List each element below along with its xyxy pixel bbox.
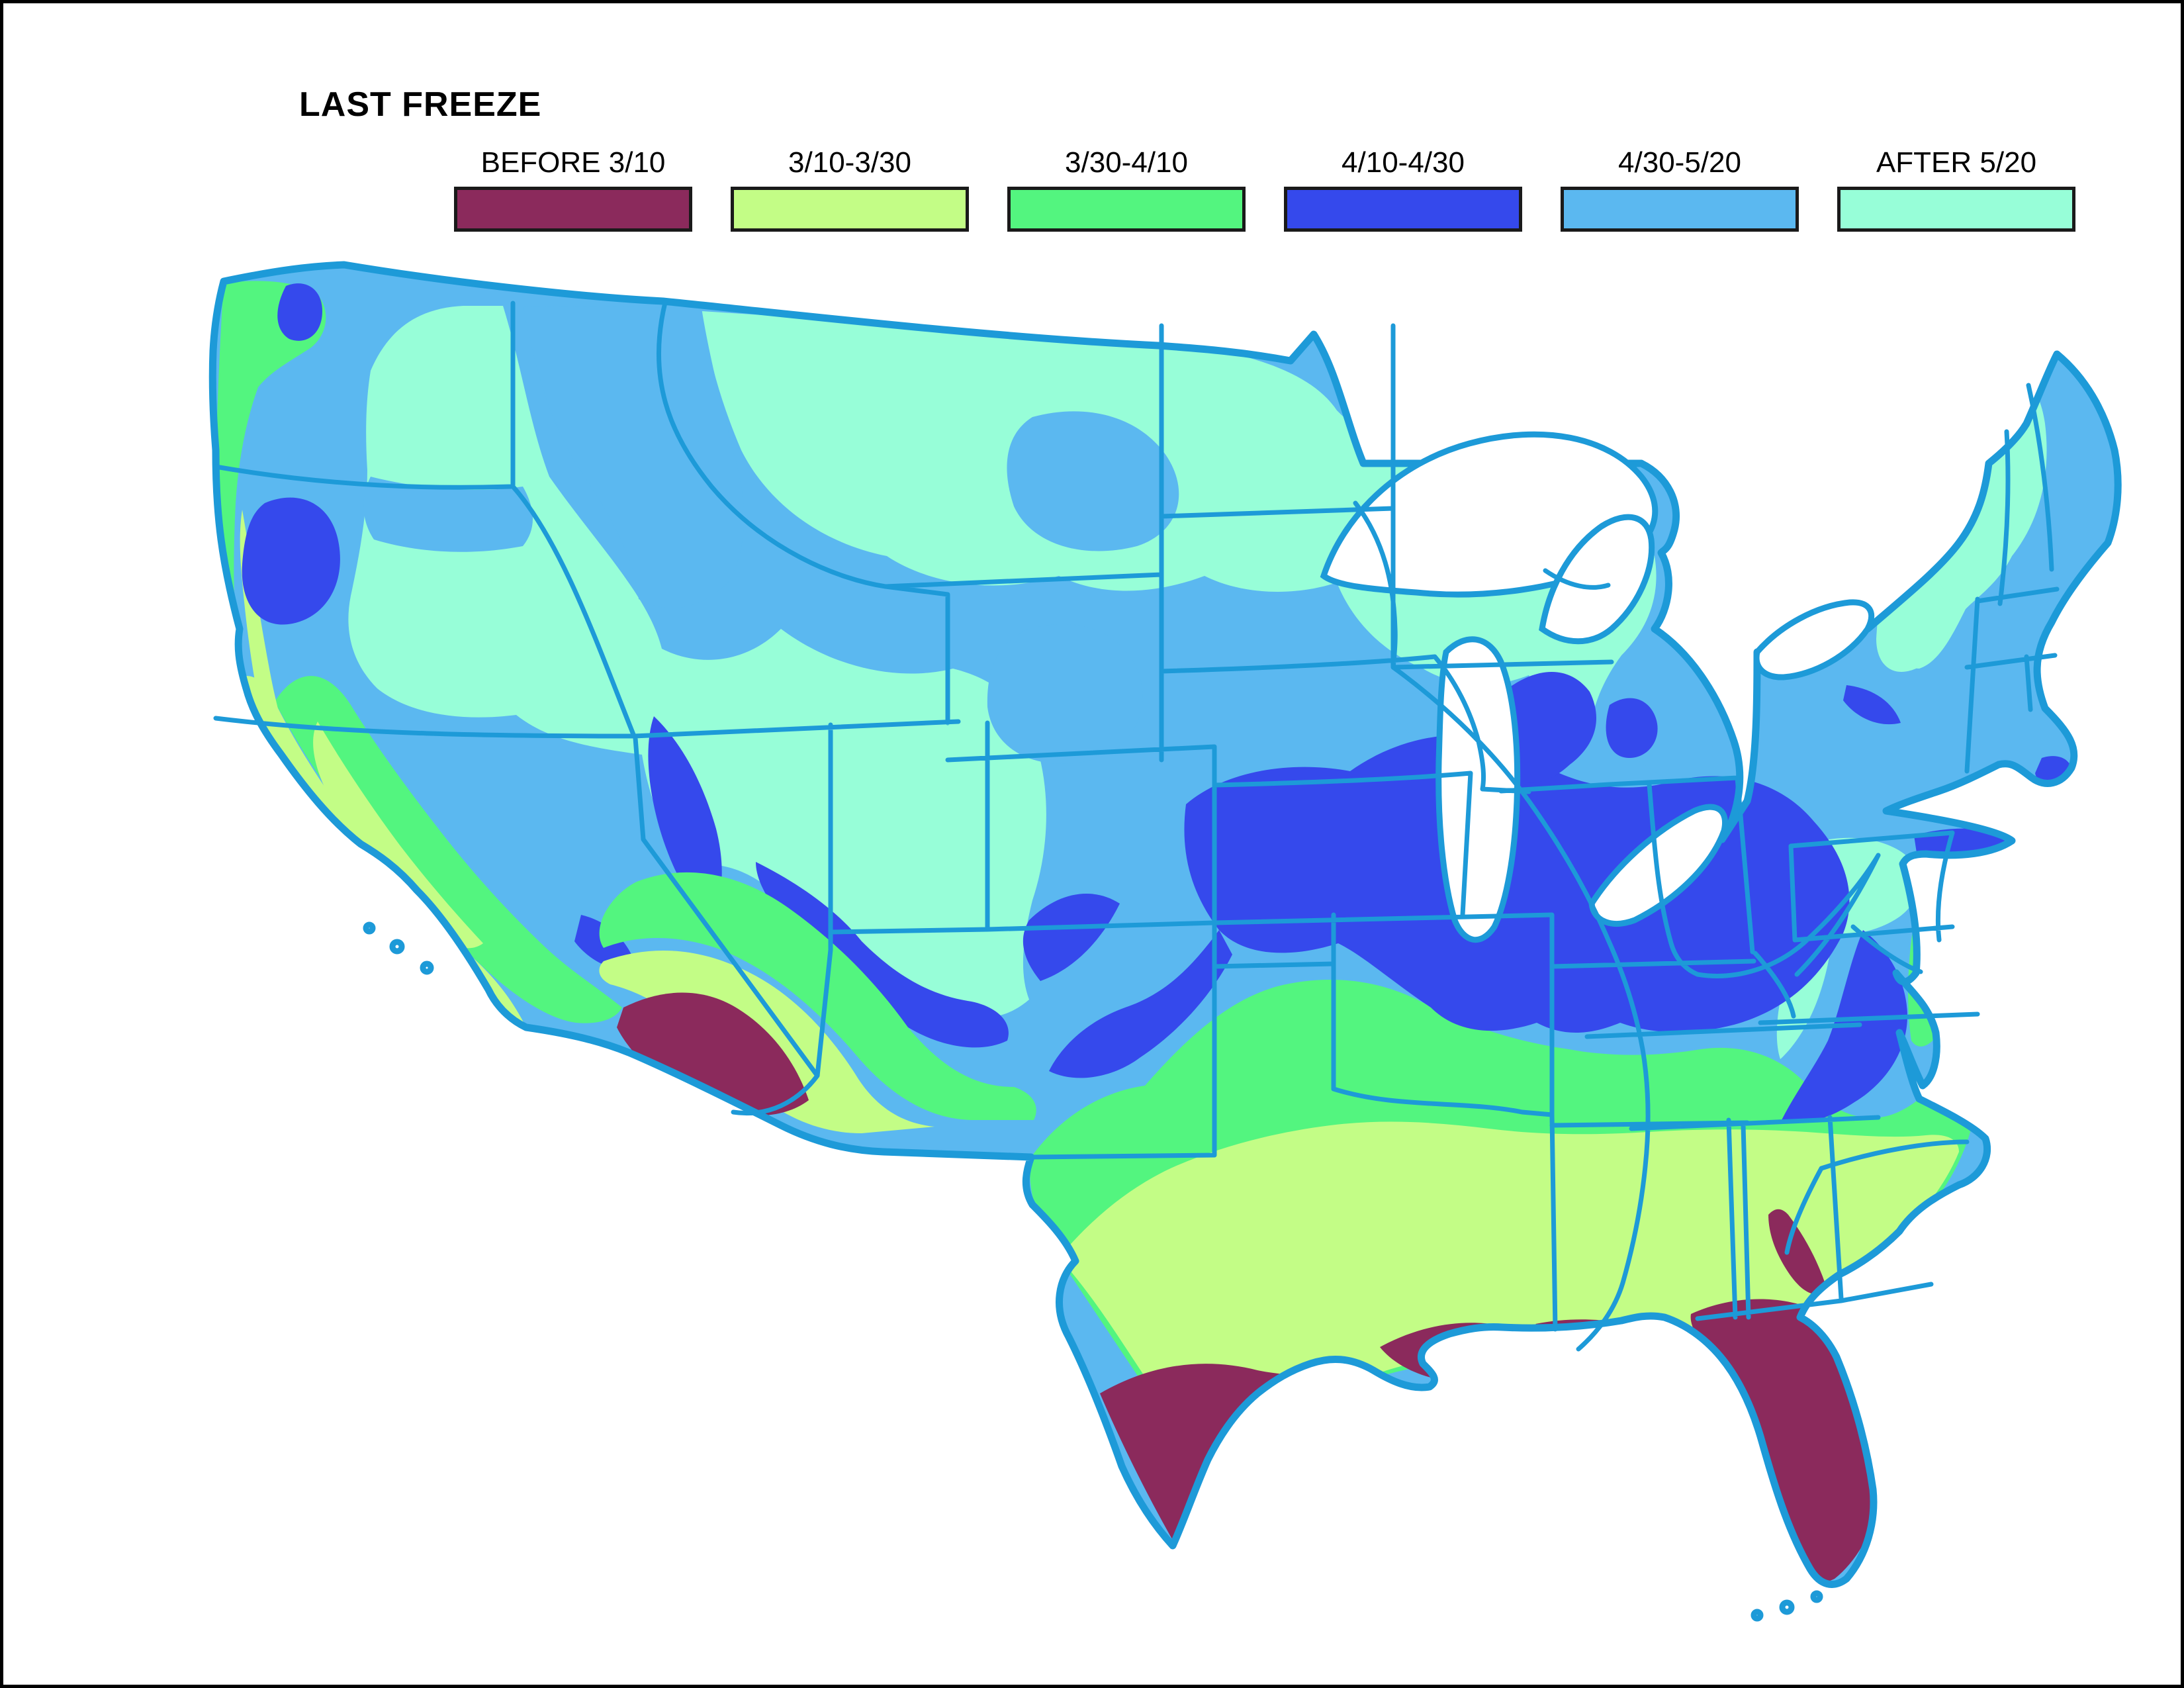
zone-4-10-4-30-mogollon-band: [756, 862, 1009, 1048]
zone-before-3-10-south-texas: [1100, 1362, 1357, 1551]
legend-label: AFTER 5/20: [1876, 146, 2037, 179]
zone-4-10-4-30-ontario-shore: [1843, 685, 1901, 725]
zone-4-30-5-20-idaho-panhandle: [523, 306, 744, 608]
zone-after-5-20-northern-tier: [702, 311, 1657, 748]
zone-3-10-3-30-oregon-valley: [240, 510, 293, 755]
legend-label: 3/30-4/10: [1065, 146, 1188, 179]
legend-swatch-before-3-10: [454, 187, 692, 232]
legend-swatch-3-10-3-30: [731, 187, 969, 232]
legend-swatch-4-30-5-20: [1561, 187, 1799, 232]
legend-swatch-3-30-4-10: [1007, 187, 1246, 232]
zone-3-10-3-30-central-valley: [313, 722, 483, 949]
channel-island-dot: [389, 939, 405, 955]
legend-swatch-4-10-4-30: [1284, 187, 1522, 232]
legend-item-4-30-5-20: 4/30-5/20: [1561, 146, 1799, 232]
island-dots: [363, 921, 1823, 1622]
zone-4-10-4-30-sierra: [648, 716, 722, 921]
zone-3-30-4-10-pacific-coast: [214, 281, 326, 761]
legend-item-3-10-3-30: 3/10-3/30: [731, 146, 969, 232]
zone-after-5-20-intermountain: [348, 306, 1046, 1019]
legend: BEFORE 3/10 3/10-3/30 3/30-4/10 4/10-4/3…: [454, 146, 2075, 232]
zone-4-10-4-30-puget: [277, 283, 322, 341]
zone-4-30-5-20-columbia-band: [363, 477, 533, 552]
lake-ontario: [1753, 599, 1874, 680]
legend-item-before-3-10: BEFORE 3/10: [454, 146, 692, 232]
zone-4-10-4-30-new-mexico-range: [1023, 893, 1120, 981]
zone-4-30-5-20-ne-montana: [1007, 411, 1179, 551]
florida-keys-dot: [1779, 1599, 1795, 1615]
zone-before-3-10-georgia-coast: [1768, 1209, 1828, 1295]
florida-keys-dot: [1810, 1590, 1823, 1603]
florida-keys-dot: [1751, 1609, 1764, 1622]
channel-island-dot: [420, 961, 434, 975]
legend-label: 4/10-4/30: [1342, 146, 1465, 179]
zone-4-10-4-30-cascades: [242, 497, 340, 625]
legend-item-3-30-4-10: 3/30-4/10: [1007, 146, 1246, 232]
zone-4-30-5-20-montana-wyoming: [987, 624, 1143, 764]
legend-swatch-after-5-20: [1837, 187, 2075, 232]
legend-label: 4/30-5/20: [1618, 146, 1741, 179]
zone-4-10-4-30-central-band: [1184, 735, 1850, 1033]
legend-item-4-10-4-30: 4/10-4/30: [1284, 146, 1522, 232]
zone-before-3-10-florida: [1690, 1299, 1884, 1583]
state-borders: [213, 300, 2060, 1352]
legend-item-after-5-20: AFTER 5/20: [1837, 146, 2075, 232]
zone-4-10-4-30-kansas-hook: [1049, 930, 1232, 1078]
legend-label: BEFORE 3/10: [480, 146, 666, 179]
legend-label: 3/10-3/30: [788, 146, 911, 179]
lake-huron: [1539, 514, 1655, 645]
page-title: LAST FREEZE: [299, 85, 542, 124]
zone-4-10-4-30-wisconsin-blob: [1606, 698, 1658, 758]
great-lakes: [1320, 431, 1874, 943]
zone-before-3-10-arizona-desert: [617, 992, 809, 1116]
zone-3-30-4-10-california-inland: [275, 676, 622, 1023]
channel-island-dot: [363, 921, 376, 935]
zone-3-30-4-10-arizona-band: [599, 872, 1036, 1120]
